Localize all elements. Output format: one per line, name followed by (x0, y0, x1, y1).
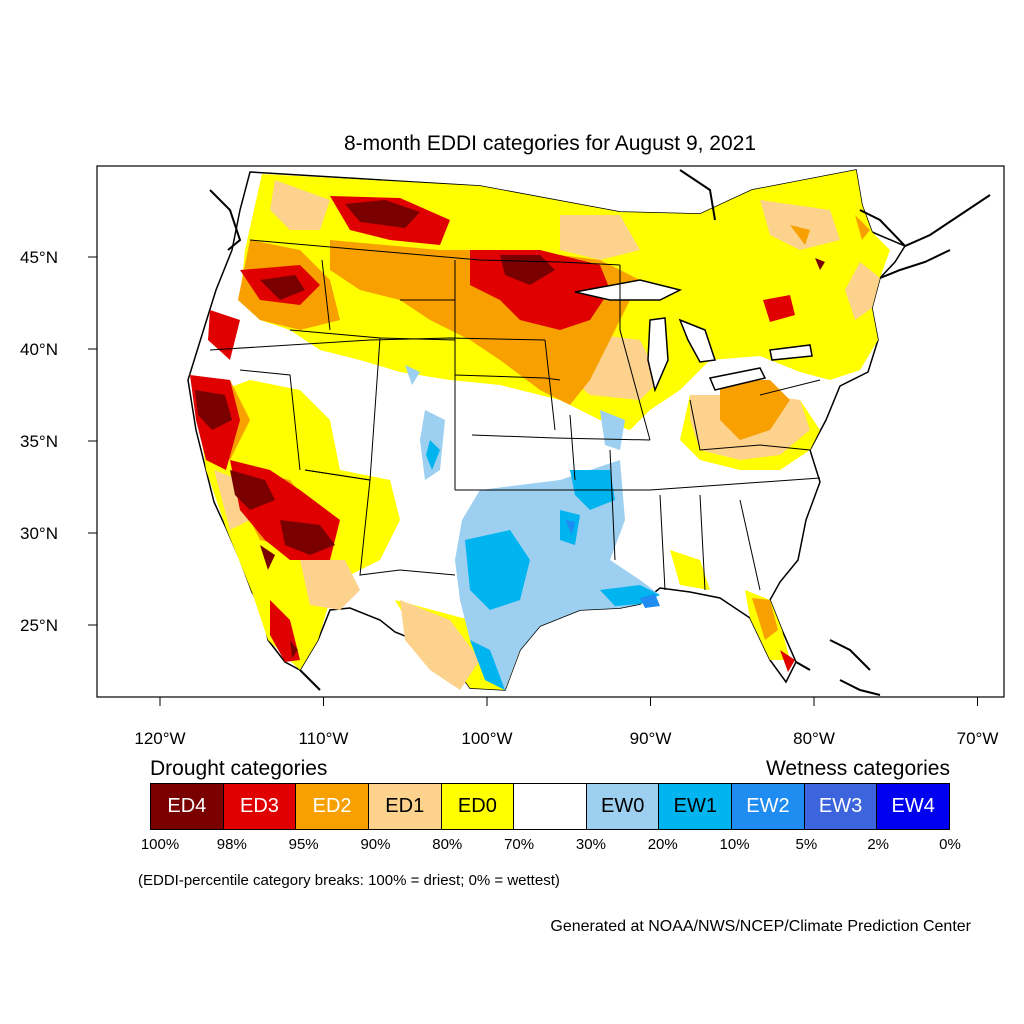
credit-line: Generated at NOAA/NWS/NCEP/Climate Predi… (550, 918, 971, 935)
legend-cell-ew0: EW0 (586, 784, 660, 829)
break-note: (EDDI-percentile category breaks: 100% =… (138, 872, 560, 889)
legend-cell-ew4: EW4 (877, 784, 950, 829)
lat-tick-label: 25°N (20, 616, 58, 635)
percentile-break-label: 98% (216, 836, 247, 853)
great-lakes (574, 279, 813, 393)
ew1-regions (426, 440, 660, 690)
legend-cell-ew1: EW1 (659, 784, 733, 829)
eddi-map: 45°N 40°N 35°N 30°N 25°N 120°W 110°W 100°W 90°W… (20, 165, 1005, 748)
map-frame (96, 165, 1005, 698)
lon-tick-label: 100°W (461, 729, 512, 748)
percentile-break-label: 100% (140, 836, 180, 853)
drought-heading: Drought categories (150, 757, 328, 780)
lon-tick-label: 90°W (630, 729, 672, 748)
lon-tick-label: 110°W (299, 729, 349, 748)
lat-tick-label: 40°N (20, 340, 58, 359)
percentile-break-label: 95% (288, 836, 319, 853)
percentile-break-label: 10% (719, 836, 750, 853)
state-boundaries (209, 239, 821, 591)
percentile-break-label: 2% (867, 836, 890, 853)
lon-tick-label: 70°W (957, 729, 999, 748)
latitude-axis: 45°N 40°N 35°N 30°N 25°N (20, 248, 97, 635)
legend-cell-ed3: ED3 (223, 784, 297, 829)
lat-tick-label: 45°N (20, 248, 58, 267)
percentile-break-label: 5% (795, 836, 818, 853)
ew2-regions (565, 520, 660, 608)
lon-tick-label: 80°W (793, 729, 835, 748)
legend-cell-ed0: ED0 (441, 784, 515, 829)
ed4-regions (195, 200, 825, 658)
country-outlines (209, 169, 991, 696)
lat-tick-label: 35°N (20, 432, 58, 451)
longitude-axis: 120°W 110°W 100°W 90°W 80°W 70°W (134, 697, 998, 748)
legend-cell-normal (514, 784, 587, 829)
legend-cell-ed4: ED4 (151, 784, 224, 829)
percentile-break-label: 80% (432, 836, 463, 853)
category-legend: ED4 ED3 ED2 ED1 ED0 EW0 EW1 EW2 EW3 EW4 (150, 783, 950, 830)
legend-cell-ew3: EW3 (804, 784, 878, 829)
percentile-breaks: 100% 98% 95% 90% 80% 70% 30% 20% 10% 5% 2% 0% (0, 836, 1024, 856)
percentile-break-label: 70% (504, 836, 535, 853)
legend-cell-ew2: EW2 (732, 784, 805, 829)
percentile-break-label: 30% (575, 836, 606, 853)
legend-cell-ed1: ED1 (368, 784, 442, 829)
lat-tick-label: 30°N (20, 524, 58, 543)
legend-cell-ed2: ED2 (296, 784, 369, 829)
wetness-heading: Wetness categories (765, 757, 950, 780)
percentile-break-label: 90% (360, 836, 391, 853)
map-title: 8-month EDDI categories for August 9, 20… (343, 132, 757, 155)
percentile-break-label: 0% (939, 836, 961, 853)
lon-tick-label: 120°W (134, 729, 185, 748)
percentile-break-label: 20% (647, 836, 678, 853)
